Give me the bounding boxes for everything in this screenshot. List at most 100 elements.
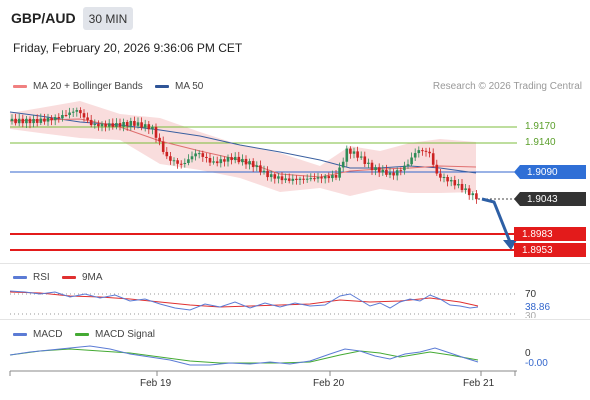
bollinger-band [10,101,476,196]
legend-item-ma50: MA 50 [155,81,203,92]
candle-body [133,120,136,126]
candle-body [431,153,435,165]
last-price-tag: 1.9043 [527,193,558,205]
candle-body [309,178,313,180]
x-tick-label: Feb 21 [463,378,495,389]
candle-body [50,117,53,121]
pivot-tag-shape [514,165,586,179]
candle-body [464,188,467,190]
legend-swatch-icon [13,85,27,88]
candle-body [219,159,223,164]
legend-label: MA 50 [175,81,204,92]
candle-body [331,175,334,179]
candle-body [68,112,71,116]
candle-body [86,117,89,120]
instrument-title: GBP/AUD [11,10,76,26]
candle-body [269,174,273,178]
candle-body [28,118,32,124]
candle-body [327,176,331,179]
candle-body [53,117,57,121]
x-tick-label: Feb 20 [313,378,345,389]
candle-body [345,148,349,162]
candle-body [395,170,399,176]
macd-line [9,345,479,366]
candle-body [352,151,356,154]
candle-body [237,156,241,163]
candle-body [125,122,129,126]
candle-body [71,111,75,113]
candle-body [57,117,61,119]
candle-body [255,165,259,168]
candle-body [280,176,284,181]
support-1-tag: 1.8983 [514,227,586,241]
candle-body [424,150,428,152]
macd-chart[interactable] [0,335,590,375]
candle-body [421,150,424,152]
candle-body [413,153,417,158]
legend-label: 9MA [82,272,103,283]
candle-body [14,118,17,124]
candle-body [417,150,421,154]
candle-body [169,156,172,161]
candle-body [266,170,269,178]
candle-body [381,169,385,173]
candle-body [10,118,14,121]
candle-body [406,164,410,166]
candle-body [475,193,478,200]
candle-body [111,123,115,127]
candle-body [190,156,194,160]
candle-body [64,115,68,117]
candle-body [187,159,190,163]
candle-body [201,153,205,157]
rsi-line [9,290,479,311]
macd-signal-line [9,348,479,364]
candle-body [158,137,161,142]
candle-body [298,178,302,180]
legend-label: MA 20 + Bollinger Bands [33,81,143,92]
candle-body [46,117,50,122]
candle-body [194,153,197,157]
candle-body [32,118,35,124]
candle-body [367,162,370,164]
panel-divider [0,319,590,320]
candle-body [151,126,154,130]
candle-body [118,123,122,127]
candle-body [302,178,305,180]
legend-label: RSI [33,272,50,283]
macd-value-label: -0.00 [525,358,548,369]
rsi-chart[interactable] [0,280,590,320]
timeframe-badge[interactable]: 30 MIN [83,7,133,30]
candle-body [410,157,413,165]
candle-body [403,165,406,171]
candle-body [248,161,251,165]
legend-swatch-icon [62,276,76,279]
candle-body [363,156,367,164]
candle-body [79,110,82,114]
candle-body [147,124,151,130]
candle-body [449,180,453,182]
candle-body [154,126,158,138]
candle-body [161,141,165,152]
candle-body [435,164,439,174]
candle-body [205,156,208,159]
candlestick-series [10,107,478,204]
candle-body [442,176,446,178]
candle-body [25,118,28,124]
legend-swatch-icon [13,333,27,336]
legend-label: MACD [33,329,63,340]
candle-body [226,157,230,162]
pivot-tag: 1.9090 [527,166,558,178]
candle-body [457,183,460,186]
rsi-30-label: 30 [525,311,537,318]
candle-body [104,123,107,127]
candle-body [140,122,143,128]
candle-body [370,162,374,171]
candle-body [262,170,266,173]
candle-body [17,118,21,124]
candle-body [446,176,449,182]
legend-item-macd: MACD [13,329,62,340]
candle-body [244,158,248,165]
candle-body [259,165,262,173]
candle-body [179,163,183,165]
